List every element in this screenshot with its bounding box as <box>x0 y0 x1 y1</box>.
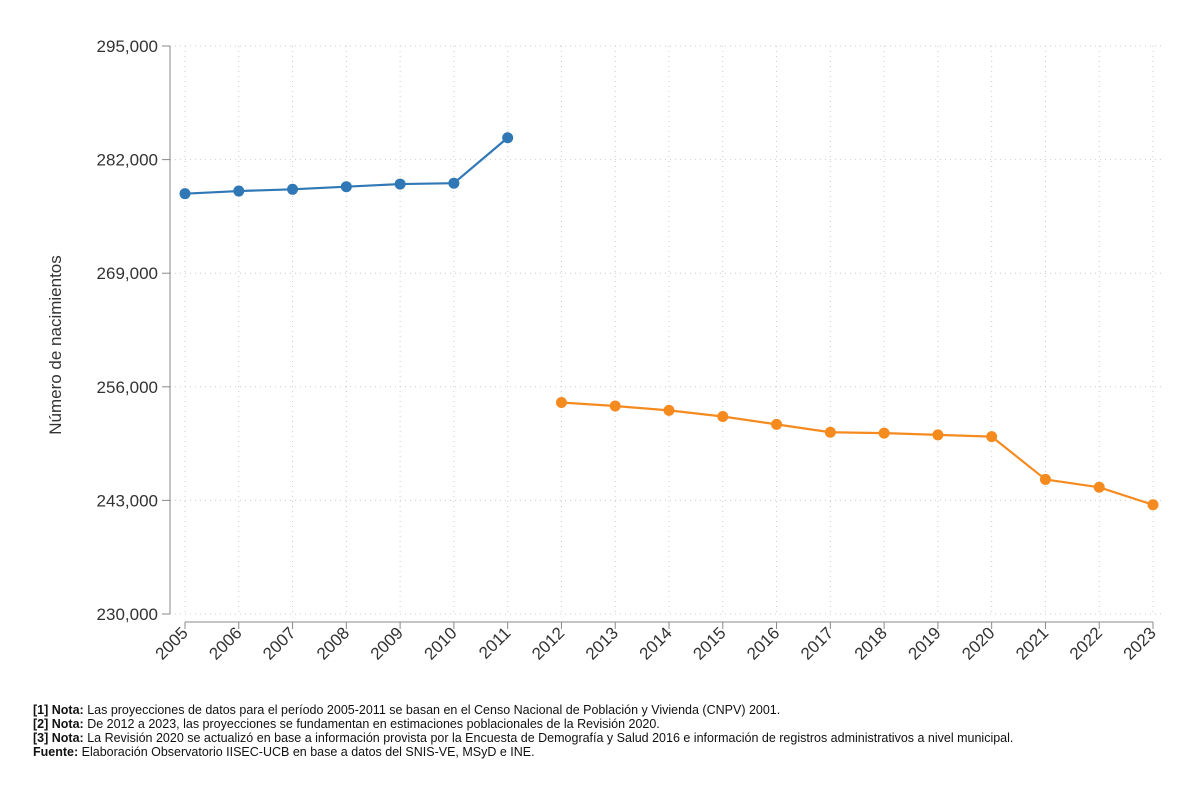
y-tick-label: 230,000 <box>97 605 158 624</box>
note-3: [3] Nota: La Revisión 2020 se actualizó … <box>33 731 1013 745</box>
y-tick-label: 269,000 <box>97 264 158 283</box>
x-tick-label: 2016 <box>743 623 783 663</box>
series-2-point-2015 <box>717 411 729 423</box>
note-2: [2] Nota: De 2012 a 2023, las proyeccion… <box>33 717 1013 731</box>
x-tick-label: 2008 <box>313 623 353 663</box>
note-1-key: [1] Nota: <box>33 703 84 717</box>
series-1-point-2007 <box>287 183 299 195</box>
x-tick-label: 2006 <box>205 623 245 663</box>
note-2-key: [2] Nota: <box>33 717 84 731</box>
x-tick-label: 2015 <box>689 623 729 663</box>
x-tick-label: 2023 <box>1120 623 1160 663</box>
note-3-key: [3] Nota: <box>33 731 84 745</box>
x-tick-label: 2007 <box>259 623 299 663</box>
series-2-point-2019 <box>932 429 944 441</box>
series-1-point-2009 <box>394 178 406 190</box>
y-tick-label: 256,000 <box>97 378 158 397</box>
axis-layer: 230,000 243,000 256,000 269,000 282,000 295,0… <box>97 37 1160 664</box>
note-1-text: Las proyecciones de datos para el períod… <box>87 703 781 717</box>
x-tick-label: 2021 <box>1012 623 1052 663</box>
y-tick-label: 295,000 <box>97 37 158 56</box>
series-2-point-2022 <box>1093 481 1105 493</box>
footnotes: [1] Nota: Las proyecciones de datos para… <box>33 703 1013 759</box>
grid-layer <box>170 45 1163 615</box>
note-3-text: La Revisión 2020 se actualizó en base a … <box>87 731 1014 745</box>
x-tick-label: 2018 <box>851 623 891 663</box>
series-2-point-2023 <box>1147 499 1159 511</box>
series-1-point-2011 <box>502 132 514 144</box>
note-1: [1] Nota: Las proyecciones de datos para… <box>33 703 1013 717</box>
series-1-point-2005 <box>179 188 191 200</box>
x-tick-label: 2019 <box>905 623 945 663</box>
x-tick-label: 2017 <box>797 623 837 663</box>
note-2-text: De 2012 a 2023, las proyecciones se fund… <box>87 717 660 731</box>
x-tick-label: 2014 <box>636 623 676 663</box>
series-2-point-2016 <box>771 418 783 430</box>
source-note-key: Fuente: <box>33 745 79 759</box>
y-axis-label: Número de nacimientos <box>46 255 65 435</box>
series-2-point-2013 <box>609 400 621 412</box>
source-note-text: Elaboración Observatorio IISEC-UCB en ba… <box>81 745 535 759</box>
x-tick-label: 2012 <box>528 623 568 663</box>
x-tick-label: 2010 <box>421 623 461 663</box>
x-tick-label: 2009 <box>367 623 407 663</box>
line-chart: 230,000 243,000 256,000 269,000 282,000 295,0… <box>46 37 1163 664</box>
series-2-point-2020 <box>986 431 998 443</box>
y-tick-label: 243,000 <box>97 491 158 510</box>
series-2-point-2018 <box>878 427 890 439</box>
series-2-line <box>561 401 1154 506</box>
source-note: Fuente: Elaboración Observatorio IISEC-U… <box>33 745 1013 759</box>
series-2-point-2012 <box>555 397 567 409</box>
series-1-point-2010 <box>448 177 460 189</box>
series-1-point-2008 <box>340 181 352 193</box>
series-2-point-2014 <box>663 404 675 416</box>
series-2-point-2021 <box>1039 473 1051 485</box>
series-2-point-2017 <box>824 426 836 438</box>
y-tick-label: 282,000 <box>97 151 158 170</box>
series-layer <box>179 132 1159 511</box>
x-tick-label: 2020 <box>958 623 998 663</box>
x-tick-label: 2013 <box>582 623 622 663</box>
x-tick-label: 2022 <box>1066 623 1106 663</box>
x-tick-label: 2005 <box>152 623 192 663</box>
x-tick-label: 2011 <box>475 623 514 662</box>
series-1-point-2006 <box>233 185 245 197</box>
